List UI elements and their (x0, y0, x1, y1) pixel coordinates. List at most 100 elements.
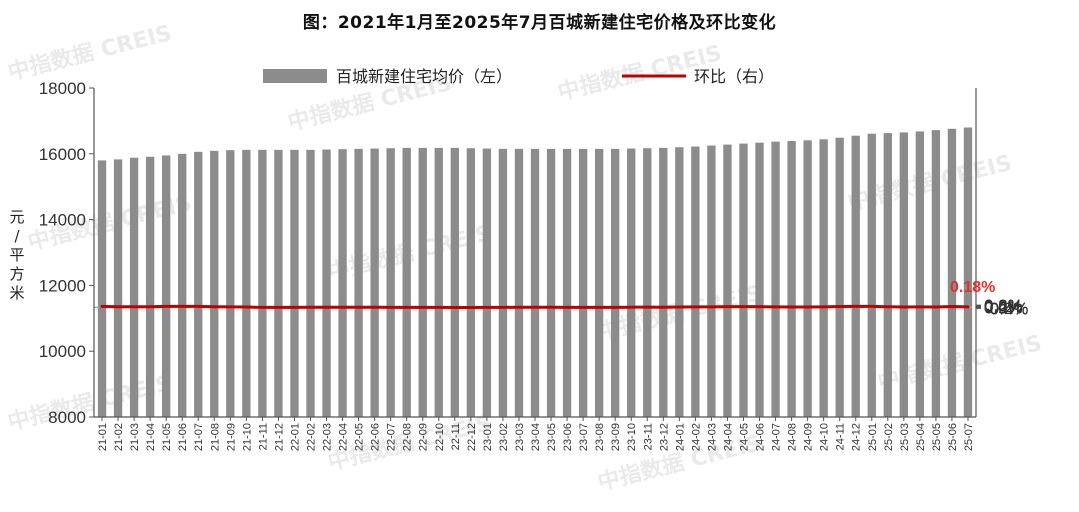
x-tick-label: 25-01 (867, 423, 879, 451)
price-bar (787, 140, 796, 417)
right-tick-label: 0.6% (984, 297, 1023, 316)
price-bar (578, 148, 588, 417)
price-bar (691, 146, 700, 417)
x-tick-label: 24-02 (690, 423, 702, 451)
x-tick-label: 23-01 (482, 423, 494, 451)
price-bar (194, 151, 203, 417)
chart-title: 图：2021年1月至2025年7月百城新建住宅价格及环比变化 (302, 13, 777, 33)
x-tick-label: 22-06 (370, 423, 382, 451)
price-bar (178, 153, 187, 418)
x-tick-label: 24-11 (835, 423, 847, 450)
price-bar (835, 137, 844, 417)
x-tick-label: 24-08 (787, 423, 799, 451)
x-tick-label: 22-12 (466, 423, 478, 451)
x-tick-label: 23-10 (626, 423, 638, 451)
price-bar (129, 157, 139, 417)
price-bar (627, 148, 636, 418)
price-bar (546, 148, 556, 417)
x-tick-label: 21-02 (113, 423, 125, 451)
x-tick-label: 23-03 (514, 423, 526, 451)
price-bar (306, 149, 315, 417)
left-tick-label: 18000 (39, 79, 86, 98)
legend-line-label: 环比（右） (694, 67, 774, 86)
price-bar (418, 147, 427, 417)
mom-ratio-line (100, 304, 970, 310)
price-bar (611, 148, 620, 417)
left-axis-ticks: 8000 10000 12000 14000 16000 18000 (39, 79, 94, 427)
price-bar (434, 147, 443, 417)
x-tick-label: 21-06 (177, 423, 189, 451)
left-tick-label: 14000 (39, 211, 86, 230)
x-tick-label: 21-04 (145, 423, 157, 451)
price-bar (145, 156, 155, 417)
x-tick-label: 23-06 (562, 423, 574, 451)
legend-bar-swatch (263, 69, 327, 83)
x-tick-label: 25-02 (883, 423, 895, 451)
price-bar (210, 150, 219, 417)
x-tick-label: 23-12 (658, 423, 670, 451)
x-tick-label: 24-01 (674, 423, 686, 451)
x-tick-label: 25-03 (899, 423, 911, 451)
x-axis-ticks: 21-01 21-02 21-03 21-04 21-05 21-06 21-07 21-08… (97, 417, 975, 451)
x-tick-label: 21-09 (225, 423, 237, 451)
price-bar (931, 130, 941, 418)
left-axis-label-char: 方 (9, 265, 24, 283)
x-tick-label: 24-10 (819, 423, 831, 451)
left-tick-label: 12000 (39, 276, 86, 295)
x-tick-label: 21-07 (193, 423, 205, 451)
x-tick-label: 24-09 (803, 423, 815, 451)
x-tick-label: 22-04 (338, 423, 350, 451)
x-tick-label: 21-11 (257, 423, 269, 450)
x-tick-label: 23-11 (642, 423, 654, 450)
price-bar (386, 148, 395, 417)
price-bar (274, 149, 283, 417)
x-tick-label: 21-03 (129, 423, 141, 451)
price-bar (819, 139, 828, 417)
right-tick-label: -0.4% (984, 299, 1028, 318)
x-tick-label: 22-11 (450, 423, 462, 450)
price-bar (466, 148, 476, 417)
x-tick-label: 25-07 (963, 423, 975, 451)
watermark-text: 中指数据 CREIS (5, 20, 174, 86)
price-bar (113, 159, 123, 417)
price-bar (258, 149, 267, 417)
price-bar (226, 150, 235, 417)
price-bar (675, 147, 684, 417)
price-bar (771, 141, 780, 417)
price-bar (370, 148, 379, 418)
price-bar (803, 140, 812, 417)
left-tick-label: 10000 (39, 342, 86, 361)
x-tick-label: 24-12 (851, 423, 863, 451)
left-tick-label: 8000 (48, 408, 86, 427)
x-tick-label: 23-05 (546, 423, 558, 451)
price-bar (562, 148, 572, 417)
bar-series (97, 127, 973, 418)
price-bar (883, 133, 892, 417)
x-tick-label: 22-08 (402, 423, 414, 451)
last-value-label: 0.18% (950, 279, 995, 296)
x-tick-label: 24-04 (722, 423, 734, 451)
price-bar (450, 147, 459, 417)
x-tick-label: 22-01 (289, 423, 301, 451)
x-tick-label: 23-09 (610, 423, 622, 451)
price-bar (707, 145, 716, 417)
left-axis-label: 元/平方米 (9, 208, 24, 302)
price-bar (659, 147, 668, 417)
left-axis-label-char: 元 (9, 208, 24, 226)
price-bar (915, 131, 925, 417)
x-tick-label: 23-08 (594, 423, 606, 451)
x-tick-label: 22-07 (386, 423, 398, 451)
price-bar (242, 149, 251, 417)
price-bar (322, 149, 331, 417)
price-bar (643, 148, 652, 417)
price-bar (947, 128, 957, 418)
x-tick-label: 21-12 (273, 423, 285, 451)
price-bar (723, 144, 732, 417)
price-bar (755, 142, 764, 418)
x-tick-label: 25-04 (915, 423, 927, 451)
x-tick-label: 22-10 (434, 423, 446, 451)
right-tick-label: 0.0% (984, 298, 1023, 317)
x-tick-label: 22-09 (418, 423, 430, 451)
x-tick-label: 25-06 (947, 423, 959, 451)
